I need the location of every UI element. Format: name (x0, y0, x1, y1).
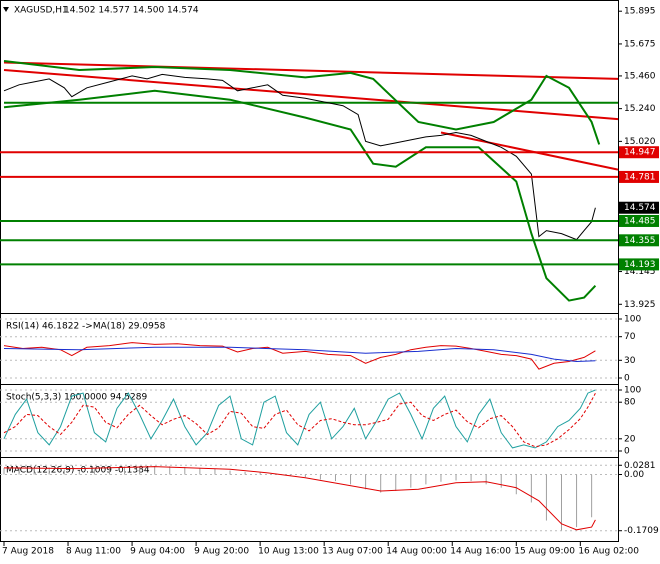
series-line (3, 346, 596, 363)
histogram-bar (530, 474, 532, 503)
x-tick-label: 14 Aug 16:00 (450, 547, 511, 557)
series-line (3, 69, 619, 121)
histogram-bar (334, 474, 336, 482)
y-tick-label: 30 (624, 356, 636, 366)
y-tick-label: 100 (624, 386, 641, 396)
x-tick-label: 13 Aug 07:00 (322, 547, 383, 557)
series-line (3, 89, 597, 302)
level-box (619, 146, 659, 159)
histogram-bar (350, 474, 352, 485)
histogram-bar (78, 470, 80, 475)
level-label: 14.355 (624, 236, 656, 246)
histogram-bar (380, 474, 382, 493)
indicator-label: MACD(12,26,9) -0.1009 -0.1384 (6, 466, 150, 476)
histogram-bar (124, 466, 126, 475)
x-tick-label: 14 Aug 00:00 (386, 547, 447, 557)
y-tick-label: 15.460 (624, 71, 656, 81)
histogram-bar (515, 474, 517, 495)
level-box (619, 201, 659, 214)
y-tick-label: 15.675 (624, 39, 656, 49)
histogram-bar (591, 474, 593, 518)
x-tick-label: 15 Aug 09:00 (514, 547, 575, 557)
histogram-bar (63, 469, 65, 475)
histogram-bar (470, 474, 472, 482)
histogram-bar (214, 468, 216, 475)
histogram-bar (576, 474, 578, 528)
series-line (3, 60, 601, 145)
histogram-bar (425, 474, 427, 485)
histogram-bar (139, 465, 141, 475)
histogram-bar (48, 467, 50, 475)
histogram-bar (455, 474, 457, 481)
y-tick-label: 20 (624, 434, 636, 444)
y-tick-label: 100 (624, 315, 641, 325)
level-box (619, 234, 659, 247)
frame (0, 0, 619, 542)
histogram-bar (244, 471, 246, 475)
y-tick-label: 15.240 (624, 104, 656, 114)
histogram-bar (184, 466, 186, 475)
level-label: 14.947 (624, 148, 656, 158)
x-tick-label: 7 Aug 2018 (2, 547, 54, 557)
y-tick-label: -0.1709 (624, 526, 659, 536)
y-tick-label: 14.145 (624, 267, 656, 277)
histogram-bar (169, 466, 171, 475)
histogram-bar (545, 474, 547, 521)
y-tick-label: 80 (624, 398, 636, 408)
histogram-bar (93, 469, 95, 475)
series-line (3, 73, 596, 241)
symbol: XAGUSD,H1 (14, 6, 68, 16)
histogram-bar (365, 474, 367, 490)
x-tick-label: 10 Aug 13:00 (258, 547, 319, 557)
y-tick-label: 13.925 (624, 300, 656, 310)
histogram-bar (199, 467, 201, 475)
level-label: 14.485 (624, 216, 656, 226)
y-tick-label: 70 (624, 332, 636, 342)
x-tick-label: 16 Aug 02:00 (578, 547, 639, 557)
level-label: 14.574 (624, 203, 656, 213)
histogram-bar (304, 474, 306, 478)
histogram-bar (410, 474, 412, 488)
indicator-label: RSI(14) 46.1822 ->MA(18) 29.0958 (6, 322, 166, 332)
level-box (619, 258, 659, 271)
series-line (3, 342, 596, 370)
x-tick-label: 8 Aug 11:00 (66, 547, 121, 557)
histogram-bar (485, 474, 487, 485)
histogram-bar (108, 467, 110, 475)
y-tick-label: 0.00 (624, 470, 644, 480)
histogram-bar (18, 467, 20, 475)
series-line (3, 389, 596, 449)
histogram-bar (229, 470, 231, 475)
level-label: 14.193 (624, 260, 656, 270)
x-tick-label: 9 Aug 04:00 (130, 547, 185, 557)
histogram-bar (319, 474, 321, 480)
level-label: 14.781 (624, 172, 656, 182)
histogram-bar (154, 465, 156, 475)
indicator-label: Stoch(5,3,3) 100.0000 94.5289 (6, 393, 147, 403)
y-tick-label: 0 (624, 374, 630, 384)
series-line (3, 61, 619, 80)
y-tick-label: 0.0281 (624, 461, 656, 471)
level-box (619, 170, 659, 183)
histogram-bar (259, 472, 261, 475)
y-tick-label: 15.020 (624, 137, 656, 147)
menu-arrow (3, 7, 9, 12)
histogram-bar (500, 474, 502, 488)
histogram-bar (289, 474, 291, 476)
level-box (619, 214, 659, 227)
histogram-bar (33, 467, 35, 475)
histogram-bar (3, 467, 5, 475)
histogram-bar (440, 474, 442, 482)
x-tick-label: 9 Aug 20:00 (194, 547, 249, 557)
series-line (3, 466, 596, 531)
histogram-bar (560, 474, 562, 531)
series-line (440, 131, 619, 171)
y-tick-label: 0 (624, 447, 630, 457)
histogram-bar (395, 474, 397, 491)
y-tick-label: 15.895 (624, 7, 656, 17)
ohlc: 14.502 14.577 14.500 14.574 (64, 6, 199, 16)
